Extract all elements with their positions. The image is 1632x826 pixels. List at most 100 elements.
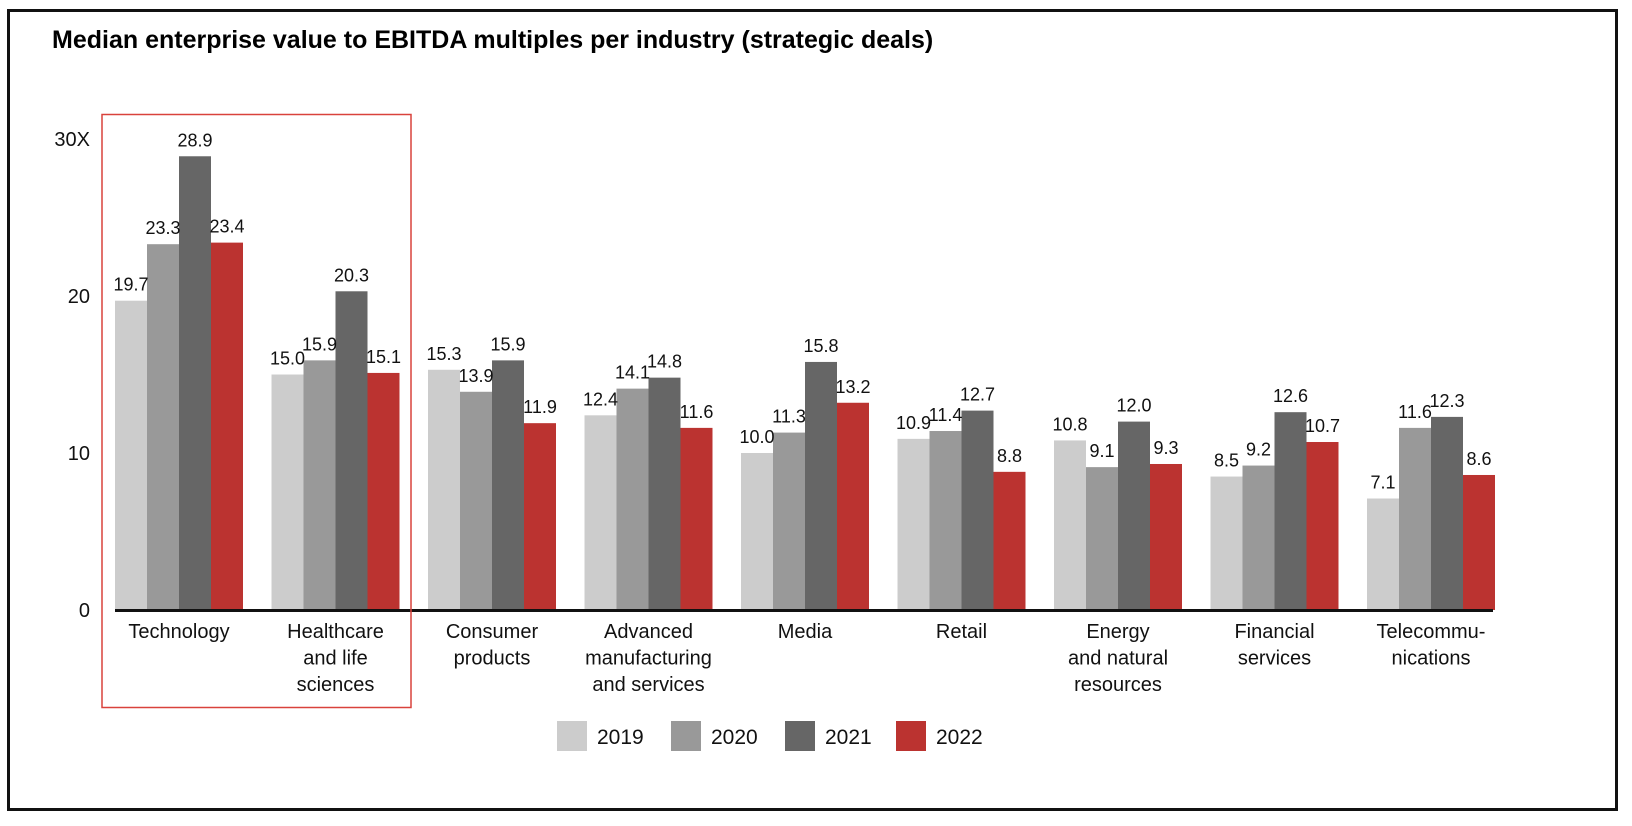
data-label: 8.6 — [1466, 449, 1491, 469]
bar — [680, 427, 713, 610]
bar-series — [115, 156, 1495, 612]
bar — [335, 291, 368, 610]
bar — [1274, 412, 1307, 610]
bar — [271, 374, 304, 610]
data-label: 13.9 — [458, 366, 493, 386]
bar — [993, 471, 1026, 610]
chart-title: Median enterprise value to EBITDA multip… — [52, 26, 934, 54]
data-label: 19.7 — [113, 275, 148, 295]
bar — [492, 360, 524, 610]
data-label: 8.8 — [997, 446, 1022, 466]
data-label: 15.3 — [426, 344, 461, 364]
bar — [428, 369, 460, 610]
data-label: 9.2 — [1246, 440, 1271, 460]
bar — [805, 361, 837, 610]
legend-swatch — [671, 721, 701, 751]
bar — [616, 388, 649, 610]
x-axis-categories: Technology Healthcare and life sciences Cons… — [101, 113, 1486, 709]
data-labels: 19.7 15.0 15.3 12.4 10.0 10.9 10.8 8.5 7.1 23.3 15… — [113, 130, 1491, 492]
data-label: 20.3 — [334, 265, 369, 285]
data-label: 12.0 — [1116, 396, 1151, 416]
bar — [1210, 476, 1243, 610]
data-label: 14.1 — [615, 363, 650, 383]
bar — [1463, 474, 1495, 610]
bar — [367, 372, 400, 610]
bar — [837, 402, 869, 610]
data-label: 10.0 — [739, 427, 774, 447]
data-label: 15.9 — [490, 334, 525, 354]
bar — [303, 360, 336, 610]
category-label: Financial services — [1234, 621, 1314, 670]
data-label: 11.6 — [680, 402, 714, 422]
data-label: 10.8 — [1052, 414, 1087, 434]
data-label: 11.4 — [929, 405, 963, 425]
bar — [584, 415, 617, 610]
bar — [1242, 465, 1275, 610]
legend-label: 2020 — [711, 726, 758, 749]
data-label: 14.8 — [647, 352, 682, 372]
bar — [211, 242, 243, 610]
y-tick-label: 20 — [68, 286, 90, 308]
data-label: 10.7 — [1305, 416, 1340, 436]
legend-swatch — [557, 721, 587, 751]
bar — [524, 423, 556, 610]
legend-swatch — [785, 721, 815, 751]
bar — [1118, 421, 1150, 610]
legend-label: 2021 — [825, 726, 872, 749]
data-label: 15.0 — [270, 349, 305, 369]
data-label: 11.6 — [1398, 402, 1432, 422]
category-label: Telecommu-nications — [1377, 621, 1486, 670]
legend-label: 2022 — [936, 726, 983, 749]
category-label: Technology — [128, 621, 229, 643]
bar — [1431, 416, 1463, 610]
data-label: 9.1 — [1089, 441, 1114, 461]
bar — [929, 431, 962, 610]
data-label: 12.4 — [583, 389, 618, 409]
legend-label: 2019 — [597, 726, 644, 749]
data-label: 23.3 — [145, 218, 180, 238]
category-label: Consumer products — [446, 621, 539, 670]
data-label: 11.3 — [772, 407, 806, 427]
data-label: 12.6 — [1273, 386, 1308, 406]
data-label: 28.9 — [177, 130, 212, 150]
category-label: Healthcare and life sciences — [287, 621, 384, 696]
bar — [1150, 463, 1182, 610]
y-tick-label: 10 — [68, 443, 90, 465]
y-tick-label: 30X — [54, 129, 90, 151]
bar — [1367, 498, 1399, 610]
data-label: 9.3 — [1153, 438, 1178, 458]
bar — [115, 300, 147, 610]
y-tick-label: 0 — [79, 600, 90, 622]
bar — [179, 156, 211, 610]
chart-frame — [7, 9, 1618, 811]
category-label: Advanced manufacturing and services — [585, 621, 712, 696]
bar — [961, 410, 994, 610]
data-label: 15.8 — [803, 336, 838, 356]
data-label: 7.1 — [1370, 473, 1395, 493]
data-label: 23.4 — [209, 217, 244, 237]
data-label: 15.9 — [302, 334, 337, 354]
bar — [1306, 442, 1339, 610]
highlight-box — [101, 113, 412, 709]
bar — [773, 432, 805, 610]
bar — [648, 377, 681, 610]
bar — [1054, 440, 1086, 610]
bar — [1086, 467, 1118, 610]
data-label: 11.9 — [523, 397, 557, 417]
data-label: 10.9 — [896, 413, 931, 433]
bar — [147, 244, 179, 610]
y-axis: 0 10 20 30X — [54, 129, 90, 622]
bar — [1399, 427, 1431, 610]
data-label: 15.1 — [366, 347, 401, 367]
legend-swatch — [896, 721, 926, 751]
data-label: 8.5 — [1214, 451, 1239, 471]
category-label: Energy and natural resources — [1068, 621, 1168, 696]
category-label: Media — [778, 621, 833, 643]
bar — [897, 438, 930, 610]
bar — [741, 453, 773, 610]
legend: 2019 2020 2021 2022 — [557, 721, 983, 751]
data-label: 12.7 — [960, 385, 995, 405]
category-label: Retail — [936, 621, 987, 643]
bar — [460, 391, 492, 610]
